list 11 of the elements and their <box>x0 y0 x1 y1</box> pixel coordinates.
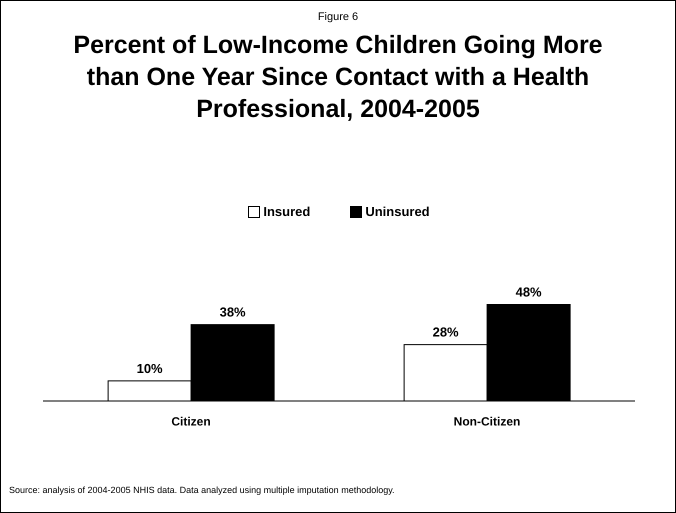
data-label: 28% <box>432 324 460 340</box>
data-label: 48% <box>516 284 542 300</box>
source-note: Source: analysis of 2004-2005 NHIS data. Data analyzed using multiple imputation methodology. <box>9 485 395 495</box>
x-tick-label: Non-Citizen <box>454 414 520 429</box>
data-label: 10% <box>136 360 164 376</box>
data-label: 38% <box>220 304 246 320</box>
legend-label: Insured <box>263 204 310 219</box>
legend-label: Uninsured <box>365 204 430 219</box>
chart-title: Percent of Low-Income Children Going More than One Year Since Contact with a Health Professional, 2004-2005 <box>72 30 604 125</box>
x-tick-label: Citizen <box>171 414 211 429</box>
chart-subtitle: Figure 6 <box>316 11 360 23</box>
